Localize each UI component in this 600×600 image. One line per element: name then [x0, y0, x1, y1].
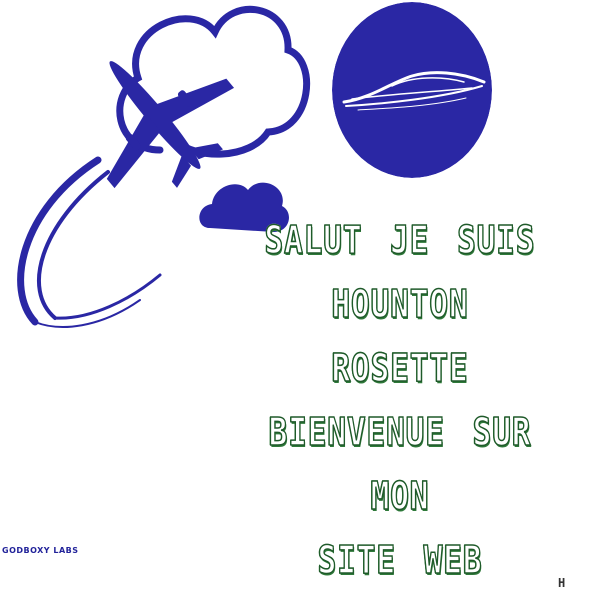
footer-mark: H	[558, 576, 566, 590]
headline-line-3: BIENVENUE SUR MON	[262, 400, 538, 528]
headline-line-4: SITE WEB	[262, 528, 538, 592]
small-cloud-icon	[199, 182, 289, 232]
car-icon	[342, 71, 486, 111]
headline-line-1: SALUT JE SUIS	[262, 208, 538, 272]
headline-line-2: HOUNTON ROSETTE	[262, 272, 538, 400]
airplane-icon	[106, 61, 235, 189]
contrail-icon	[17, 156, 162, 328]
footer-brand-text: GODBOXY LABS	[2, 546, 79, 555]
welcome-headline: SALUT JE SUIS HOUNTON ROSETTE BIENVENUE …	[232, 208, 568, 592]
car-logo	[332, 2, 492, 178]
